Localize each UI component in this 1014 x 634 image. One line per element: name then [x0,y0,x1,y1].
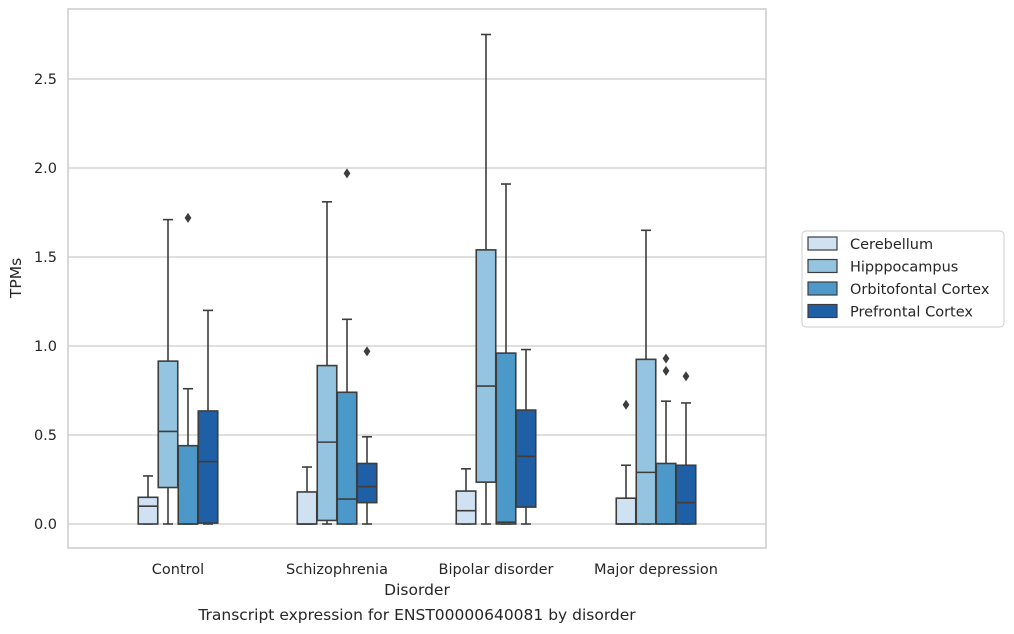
x-tick-label: Major depression [594,562,718,578]
outlier-point [343,168,351,179]
iqr-box [495,352,517,525]
iqr-box [316,364,338,522]
iqr-box [635,358,657,525]
iqr-box [515,409,537,508]
outlier-point [662,365,670,376]
box-0-2 [455,468,477,525]
legend-item-label: Cerebellum [850,237,933,253]
box-1-2 [475,33,497,525]
x-tick-label: Control [152,562,204,578]
outlier-point [662,353,670,364]
iqr-box [137,496,159,525]
outlier-point [363,346,371,357]
iqr-box [336,391,358,525]
box-0-1 [296,466,318,525]
x-tick-labels: Control Schizophrenia Bipolar disorder Majo… [152,562,718,578]
box-series [137,33,697,525]
y-tick-label: 0.0 [34,517,57,533]
x-axis-label: Disorder [384,581,450,599]
legend-item-label: Prefrontal Cortex [850,305,973,321]
box-3-3 [675,371,697,525]
iqr-box [177,444,199,525]
chart-caption: Transcript expression for ENST0000064008… [198,606,636,624]
y-tick-label: 1.5 [34,250,57,266]
iqr-box [475,249,497,483]
iqr-box [356,462,378,504]
legend-item-label: Orbitofontal Cortex [850,282,990,298]
legend-swatch [807,236,838,251]
legend-frame [801,230,1005,328]
iqr-box [655,462,677,525]
box-3-1 [356,346,378,525]
legend-item-label: Hipppocampus [850,260,958,276]
legend: Cerebellum Hipppocampus Orbitofontal Corte… [801,230,1005,328]
y-tick-label: 2.0 [34,161,57,177]
x-tick-label: Schizophrenia [286,562,388,578]
y-tick-labels: 0.0 0.5 1.0 1.5 2.0 2.5 [34,72,57,533]
box-3-0 [197,309,219,525]
outlier-point [682,371,690,382]
iqr-box [296,491,318,525]
iqr-box [197,410,219,524]
box-0-0 [137,475,159,525]
outlier-point [622,399,630,410]
iqr-box [455,490,477,525]
iqr-box [157,360,179,489]
iqr-box [675,464,697,525]
box-3-2 [515,348,537,525]
outlier-point [184,212,192,223]
y-tick-label: 0.5 [34,428,57,444]
iqr-box [615,497,637,525]
box-2-1 [336,168,358,525]
x-tick-label: Bipolar disorder [439,562,554,578]
box-2-0 [177,212,199,525]
legend-swatch [807,258,838,274]
y-tick-label: 2.5 [34,72,57,88]
legend-swatch [807,303,838,319]
box-1-3 [635,229,657,525]
legend-swatch [807,281,838,296]
y-axis-label: TPMs [7,258,25,299]
y-tick-label: 1.0 [34,339,57,355]
box-1-0 [157,218,179,525]
